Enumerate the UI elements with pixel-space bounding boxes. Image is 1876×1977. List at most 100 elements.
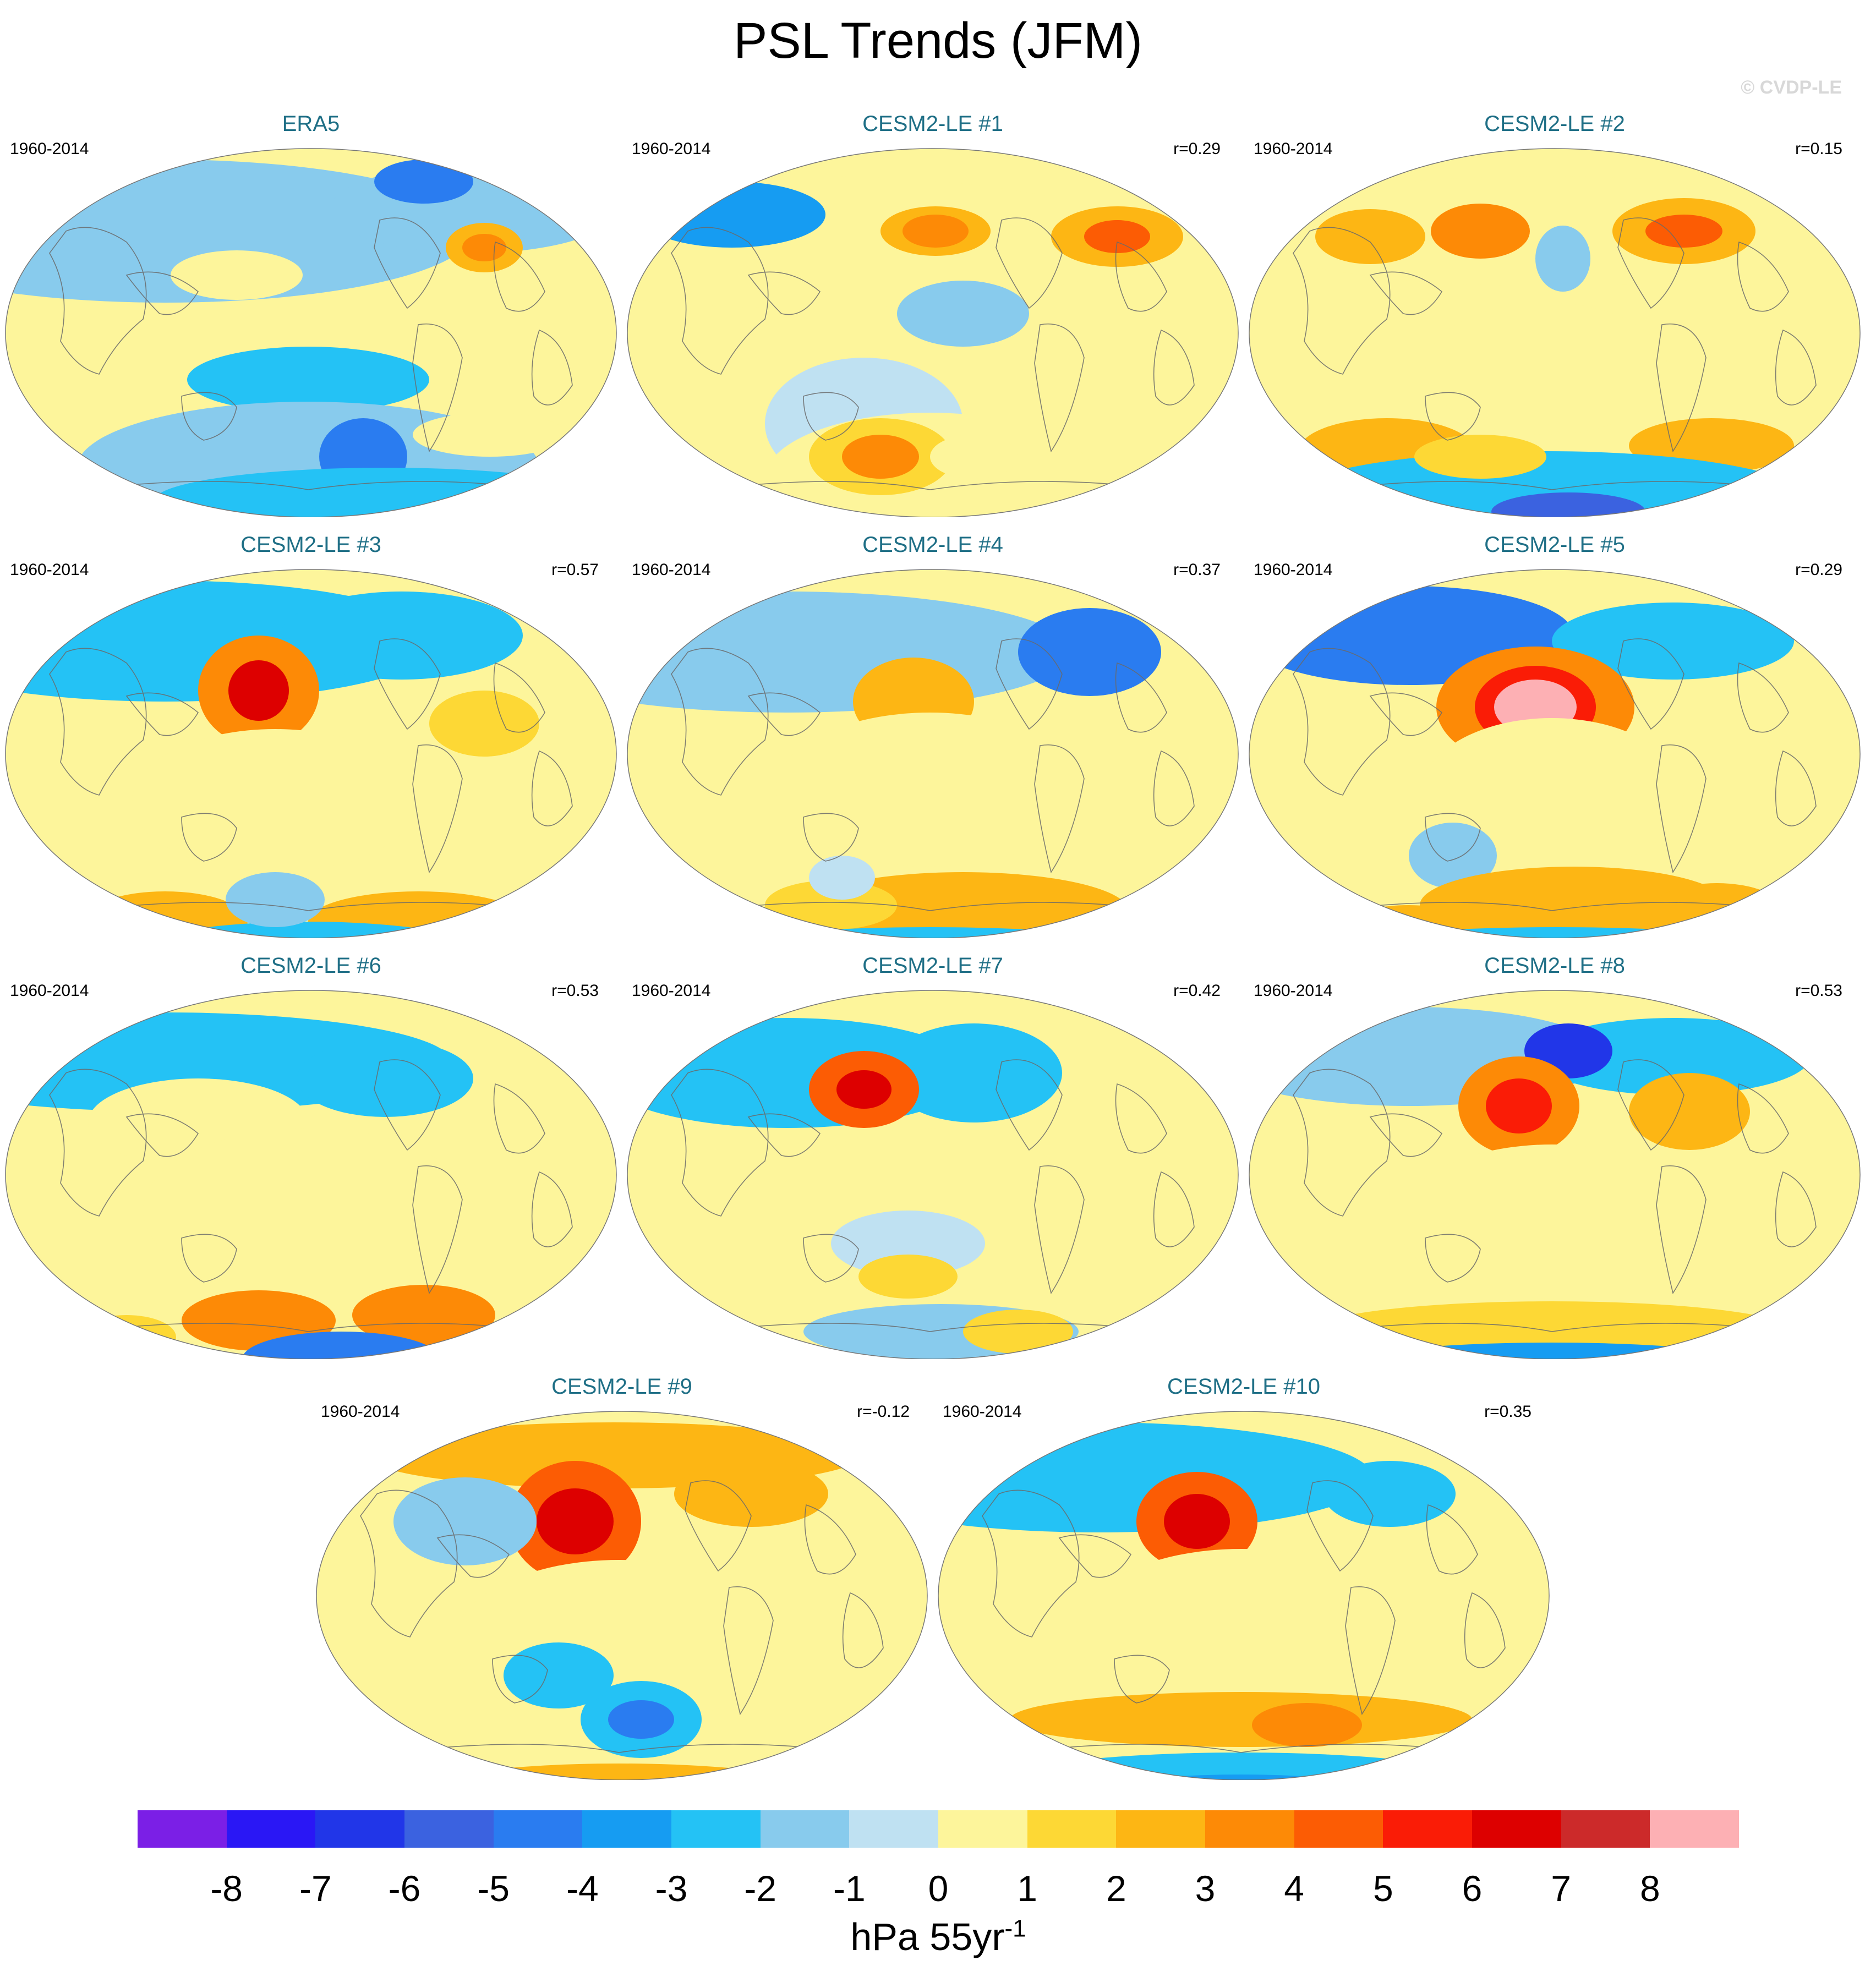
panel-correlation: r=0.37 bbox=[1173, 561, 1221, 579]
trend-contour bbox=[1164, 1494, 1230, 1549]
trend-contour bbox=[930, 435, 1018, 479]
colorbar-swatch bbox=[760, 1810, 850, 1848]
trend-contour bbox=[1414, 435, 1546, 479]
trend-contour bbox=[297, 1040, 473, 1117]
colorbar-swatch bbox=[1383, 1810, 1473, 1848]
trend-contour bbox=[1018, 608, 1161, 696]
panel-title: CESM2-LE #10 bbox=[1167, 1374, 1320, 1399]
colorbar-tick-label: 3 bbox=[1195, 1868, 1216, 1909]
colorbar-tick-label: 8 bbox=[1639, 1868, 1660, 1909]
panel-period: 1960-2014 bbox=[943, 1403, 1022, 1421]
map-outline bbox=[5, 990, 617, 1359]
panel-correlation: r=-0.12 bbox=[857, 1403, 910, 1421]
trend-contour bbox=[963, 1310, 1073, 1354]
trend-contour bbox=[1304, 927, 1811, 938]
colorbar-swatch bbox=[493, 1810, 583, 1848]
map-panel: ERA5 1960-2014 bbox=[0, 110, 622, 517]
trend-contour bbox=[638, 182, 825, 248]
colorbar-swatch bbox=[671, 1810, 761, 1848]
map-projection bbox=[627, 569, 1239, 938]
panel-period: 1960-2014 bbox=[10, 140, 89, 158]
panel-correlation: r=0.15 bbox=[1795, 140, 1842, 158]
trend-contour bbox=[1299, 1343, 1805, 1359]
panel-correlation: r=0.29 bbox=[1795, 561, 1842, 579]
map-projection bbox=[1249, 148, 1861, 517]
trend-contour bbox=[903, 215, 969, 248]
panel-period: 1960-2014 bbox=[1254, 561, 1333, 579]
colorbar-swatch bbox=[582, 1810, 672, 1848]
trend-contour bbox=[1431, 204, 1530, 259]
panel-period: 1960-2014 bbox=[321, 1403, 400, 1421]
map-outline bbox=[627, 148, 1239, 517]
colorbar-tick-label: -1 bbox=[833, 1868, 866, 1909]
trend-contour bbox=[1420, 718, 1684, 872]
watermark: © CVDP-LE bbox=[1741, 77, 1842, 98]
trend-contour bbox=[1491, 492, 1645, 517]
trend-contour bbox=[831, 1211, 985, 1277]
map-outline bbox=[938, 1411, 1550, 1780]
panel-correlation: r=0.53 bbox=[551, 982, 599, 1000]
coastlines bbox=[1293, 217, 1817, 490]
units-exponent: -1 bbox=[1004, 1915, 1026, 1942]
map-outline bbox=[1249, 148, 1861, 517]
colorbar-tick-label: -8 bbox=[210, 1868, 243, 1909]
panel-period: 1960-2014 bbox=[1254, 140, 1333, 158]
trend-contour bbox=[504, 1642, 614, 1708]
trend-contour bbox=[1315, 209, 1425, 264]
coastlines bbox=[671, 217, 1195, 490]
trend-contour bbox=[1076, 1549, 1406, 1714]
panel-title: CESM2-LE #9 bbox=[551, 1374, 692, 1399]
map-projection bbox=[1249, 990, 1861, 1359]
trend-contour bbox=[1409, 823, 1497, 889]
trend-contour bbox=[462, 234, 506, 261]
panel-period: 1960-2014 bbox=[632, 140, 711, 158]
trend-contour bbox=[187, 347, 429, 413]
map-panel: CESM2-LE #3 1960-2014 r=0.57 bbox=[0, 531, 622, 938]
map-panel: CESM2-LE #4 1960-2014 r=0.37 bbox=[622, 531, 1244, 938]
colorbar-swatch bbox=[1027, 1810, 1117, 1848]
trend-contour bbox=[413, 413, 567, 457]
map-projection bbox=[316, 1411, 928, 1780]
trend-contour bbox=[1323, 1461, 1456, 1527]
units-base: hPa 55yr bbox=[850, 1915, 1005, 1958]
colorbar-swatch bbox=[849, 1810, 939, 1848]
trend-contour bbox=[1552, 603, 1794, 680]
trend-contour bbox=[537, 1488, 614, 1554]
trend-contour bbox=[127, 922, 490, 938]
map-outline bbox=[316, 1411, 928, 1780]
coastlines bbox=[671, 1059, 1195, 1332]
trend-contour bbox=[393, 1477, 537, 1565]
trend-contour bbox=[1010, 1692, 1472, 1747]
panel-title: CESM2-LE #5 bbox=[1484, 533, 1625, 557]
coastlines bbox=[49, 217, 573, 490]
colorbar-tick-label: 7 bbox=[1551, 1868, 1572, 1909]
trend-contour bbox=[688, 927, 1172, 938]
map-panel: CESM2-LE #2 1960-2014 r=0.15 bbox=[1244, 110, 1866, 517]
map-projection bbox=[938, 1411, 1550, 1780]
colorbar-swatch bbox=[1205, 1810, 1295, 1848]
trend-contour bbox=[374, 160, 473, 204]
trend-contour bbox=[399, 1764, 839, 1780]
colorbar-swatch bbox=[1472, 1810, 1562, 1848]
map-panel: CESM2-LE #10 1960-2014 r=0.35 bbox=[933, 1373, 1555, 1780]
trend-contour bbox=[809, 856, 875, 900]
colorbar-swatch bbox=[1116, 1810, 1206, 1848]
panel-correlation: r=0.35 bbox=[1484, 1403, 1532, 1421]
trend-contour bbox=[1629, 1073, 1750, 1150]
panel-title: CESM2-LE #4 bbox=[862, 533, 1003, 557]
panel-correlation: r=0.57 bbox=[551, 561, 599, 579]
trend-contour bbox=[1420, 867, 1728, 938]
trend-contour bbox=[1398, 1144, 1706, 1299]
map-panel: CESM2-LE #8 1960-2014 r=0.53 bbox=[1244, 952, 1866, 1359]
trend-contour bbox=[352, 1285, 495, 1345]
panel-title: CESM2-LE #3 bbox=[240, 533, 381, 557]
colorbar-tick-label: -7 bbox=[299, 1868, 332, 1909]
trend-contour bbox=[608, 1700, 674, 1739]
map-outline bbox=[5, 148, 617, 517]
colorbar-tick-label: 5 bbox=[1372, 1868, 1393, 1909]
trend-contour bbox=[1651, 883, 1783, 938]
map-projection bbox=[627, 148, 1239, 517]
panel-title: CESM2-LE #2 bbox=[1484, 112, 1625, 136]
panel-correlation: r=0.29 bbox=[1173, 140, 1221, 158]
colorbar-tick-label: 1 bbox=[1017, 1868, 1038, 1909]
